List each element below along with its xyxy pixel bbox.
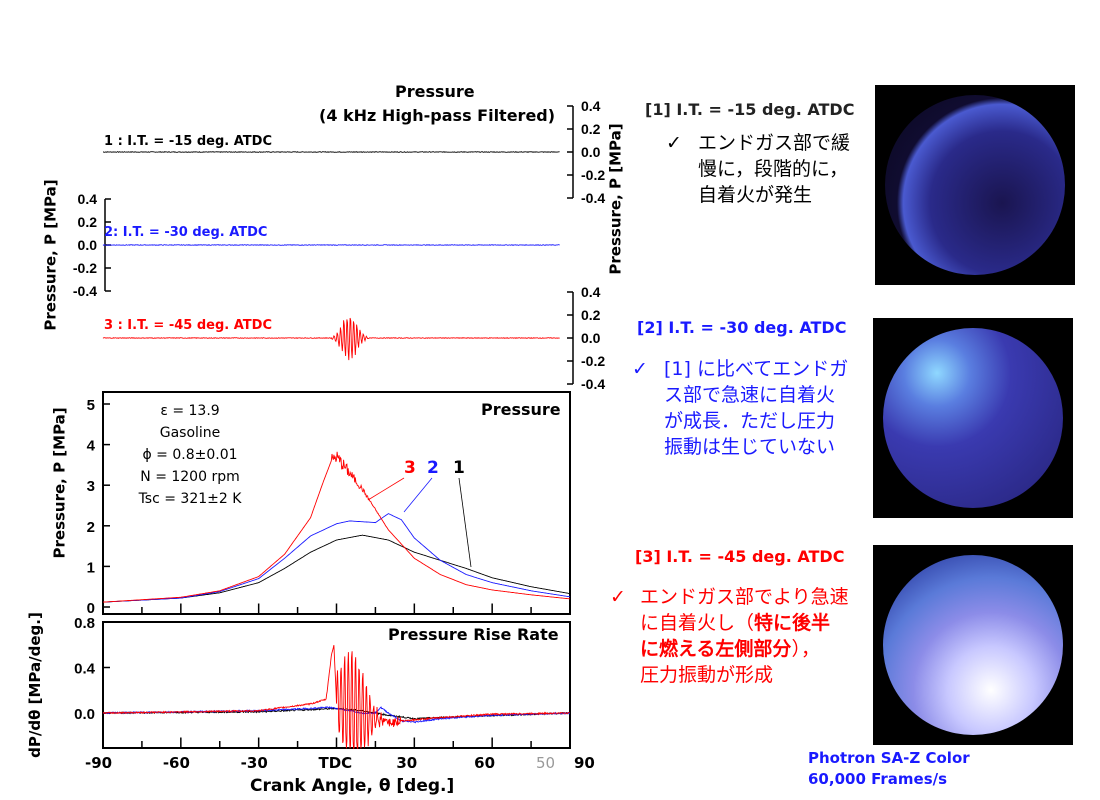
top-tick-label: 0.0 — [581, 144, 601, 160]
top-title: Pressure — [395, 82, 475, 101]
case-3-check-icon: ✓ — [610, 586, 626, 608]
pressure-series-1 — [103, 534, 571, 603]
flame-image-2 — [873, 318, 1073, 518]
top-tick-label: 0.4 — [78, 191, 98, 207]
frame-rate: 60,000 Frames/s — [808, 770, 948, 788]
rise-rate-title: Pressure Rise Rate — [388, 625, 559, 644]
case-2-check-icon: ✓ — [632, 358, 648, 380]
case-1-heading: [1] I.T. = -15 deg. ATDC — [645, 100, 855, 119]
x-tick-label: 60 — [474, 754, 496, 772]
x-tick-label: TDC — [318, 754, 353, 772]
top-tick-label: -0.2 — [73, 260, 97, 276]
case-2-text: [1] に比べてエンドガ ス部で急速に自着火 が成長．ただし圧力 振動は生じていない — [664, 358, 849, 458]
flame-image-1 — [875, 85, 1075, 285]
rise-ytick-label: 0.4 — [74, 661, 96, 678]
pressure-ytick-label: 0 — [87, 600, 95, 617]
trace-3-label: 3 : I.T. = -45 deg. ATDC — [104, 318, 273, 333]
top-tick-label: 0.0 — [78, 237, 98, 253]
rise-rate-series-1 — [102, 707, 570, 720]
top-tick-label: -0.4 — [581, 376, 605, 392]
x-tick-label: 90 — [574, 754, 595, 772]
top-tick-label: 0.4 — [581, 98, 601, 114]
leader-line-1 — [458, 477, 472, 568]
top-tick-label: -0.2 — [581, 353, 605, 369]
top-left-ylabel: Pressure, P [MPa] — [41, 179, 60, 331]
pressure-ytick-label: 2 — [87, 519, 95, 536]
top-tick-label: 0.2 — [581, 121, 601, 137]
x-tick-label: -60 — [162, 754, 190, 772]
case-1-check-icon: ✓ — [666, 132, 682, 154]
top-trace-1 — [103, 151, 560, 153]
top-tick-label: 0.2 — [78, 214, 98, 230]
x-tick-label: -90 — [85, 754, 113, 772]
fuel: Gasoline — [159, 425, 221, 441]
trace-2-label: 2: I.T. = -30 deg. ATDC — [104, 225, 268, 240]
x-extra-tick: 50 — [536, 754, 556, 772]
conditions-box: ε = 13.9 Gasoline ϕ = 0.8±0.01 N = 1200 … — [120, 400, 260, 510]
case-1-text: エンドガス部で緩 慢に，段階的に， 自着火が発生 — [698, 132, 851, 206]
top-right-ylabel: Pressure, P [MPa] — [606, 123, 625, 275]
pressure-series-2 — [103, 513, 571, 603]
case-3-text: エンドガス部でより急速 に自着火し（特に後半 に燃える左側部分）， 圧力振動が形… — [640, 586, 849, 686]
leader-line-2 — [403, 477, 433, 513]
case-3-heading: [3] I.T. = -45 deg. ATDC — [635, 547, 845, 566]
curve-label-3: 3 — [404, 458, 416, 478]
curve-label-2: 2 — [427, 458, 439, 478]
pressure-ytick-label: 5 — [87, 397, 95, 414]
equivalence-ratio: ϕ = 0.8±0.01 — [142, 447, 238, 463]
intake-temperature: Tsc = 321±2 K — [138, 491, 242, 507]
curve-label-1: 1 — [453, 458, 465, 478]
x-tick-label: 30 — [396, 754, 418, 772]
x-axis-label: Crank Angle, θ [deg.] — [250, 776, 455, 796]
rise-ytick-label: 0.8 — [74, 615, 95, 632]
pressure-ytick-label: 1 — [87, 559, 95, 576]
trace-1-label: 1 : I.T. = -15 deg. ATDC — [104, 134, 273, 149]
pressure-series-3 — [103, 451, 571, 603]
leader-line-3 — [367, 477, 405, 501]
rise-ytick-label: 0.0 — [74, 706, 95, 723]
rise-rate-series-3 — [102, 645, 570, 750]
top-tick-label: 0.2 — [581, 307, 601, 323]
x-tick-label: -30 — [240, 754, 268, 772]
top-subtitle: (4 kHz High-pass Filtered) — [319, 106, 556, 125]
flame-image-3 — [873, 545, 1073, 745]
compression-ratio: ε = 13.9 — [160, 403, 220, 419]
rise-rate-ylabel: dP/dθ [MPa/deg.] — [25, 612, 44, 758]
top-tick-label: -0.4 — [73, 283, 97, 299]
case-2-heading: [2] I.T. = -30 deg. ATDC — [637, 318, 847, 337]
top-tick-label: 0.0 — [581, 330, 601, 346]
pressure-ylabel: Pressure, P [MPa] — [50, 407, 69, 559]
top-tick-label: -0.4 — [581, 190, 605, 206]
top-tick-label: 0.4 — [581, 284, 601, 300]
pressure-ytick-label: 3 — [87, 478, 95, 495]
pressure-ytick-label: 4 — [87, 438, 96, 455]
top-tick-label: -0.2 — [581, 167, 605, 183]
camera-model: Photron SA-Z Color — [808, 749, 970, 767]
top-trace-2 — [102, 244, 560, 246]
engine-speed: N = 1200 rpm — [140, 469, 240, 485]
pressure-title: Pressure — [481, 400, 561, 419]
top-trace-3 — [102, 317, 560, 361]
